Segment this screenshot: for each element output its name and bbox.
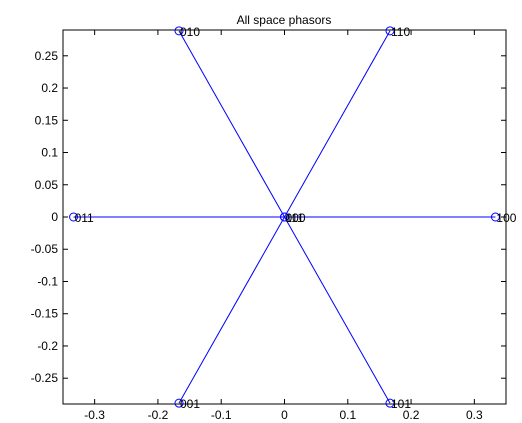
phasor-line-010: [178, 30, 285, 218]
x-tick-label: -0.2: [148, 408, 169, 422]
y-tick-label: 0.2: [41, 81, 58, 95]
phasor-point-001: [174, 398, 184, 408]
phasor-point-111: [280, 212, 289, 222]
phasor-line-110: [284, 30, 391, 218]
phasor-point-011: [69, 212, 79, 222]
y-tick-label: -0.05: [31, 242, 59, 256]
phasor-label-110: 110: [391, 25, 410, 39]
x-tick-label: 0.3: [466, 408, 483, 422]
x-tick-label: 0.1: [339, 408, 356, 422]
x-tick-label: -0.3: [84, 408, 105, 422]
phasor-point-100: [490, 212, 500, 222]
y-tick-label: 0.05: [35, 178, 59, 192]
phasor-point-101: [385, 398, 395, 408]
y-axis: 0.25 0.2 0.15 0.1 0.05 0 -0.05 -0.1 -0.15 -0.2 -0.…: [31, 49, 506, 385]
phasor-lines: [73, 30, 496, 404]
phasor-points: [69, 26, 500, 408]
phasor-label-111: 111: [286, 211, 305, 225]
y-tick-label: 0.1: [41, 146, 58, 160]
y-tick-label: 0.25: [35, 49, 59, 63]
phasor-line-101: [284, 216, 391, 404]
y-tick-label: -0.1: [37, 274, 58, 288]
phasor-labels: 000 100 110 010 011 001 101 111: [75, 25, 517, 411]
phasor-label-000: 000: [286, 211, 306, 225]
phasor-label-100: 100: [496, 211, 516, 225]
phasor-label-101: 101: [391, 397, 411, 411]
phasor-line-001: [178, 216, 285, 404]
x-axis: -0.3 -0.2 -0.1 0 0.1 0.2 0.3: [84, 30, 483, 422]
phasor-label-001: 001: [180, 397, 200, 411]
y-tick-label: -0.15: [31, 307, 59, 321]
y-tick-label: -0.2: [37, 339, 58, 353]
chart-title: All space phasors: [237, 13, 332, 27]
phasor-label-010: 010: [180, 25, 200, 39]
y-tick-label: 0.15: [35, 113, 59, 127]
y-tick-label: 0: [51, 210, 58, 224]
x-tick-label: 0.2: [403, 408, 420, 422]
phasor-label-011: 011: [75, 211, 94, 225]
phasor-point-010: [174, 26, 184, 36]
x-tick-label: -0.1: [211, 408, 232, 422]
y-tick-label: -0.25: [31, 371, 59, 385]
x-tick-label: 0: [281, 408, 288, 422]
phasor-point-110: [385, 26, 395, 36]
